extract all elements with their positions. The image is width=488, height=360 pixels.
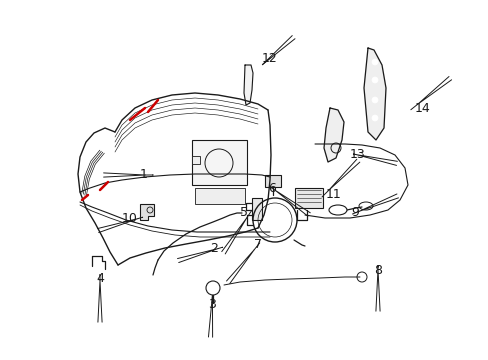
Text: 1: 1 bbox=[140, 168, 148, 181]
Text: 4: 4 bbox=[96, 271, 104, 284]
Circle shape bbox=[371, 97, 377, 103]
Bar bbox=[192, 140, 246, 185]
Polygon shape bbox=[363, 48, 385, 140]
Text: 2: 2 bbox=[210, 242, 218, 255]
Bar bbox=[294, 188, 323, 208]
Text: 13: 13 bbox=[349, 148, 365, 162]
Polygon shape bbox=[140, 204, 154, 220]
Text: 11: 11 bbox=[325, 189, 341, 202]
Text: 3: 3 bbox=[207, 298, 216, 311]
Bar bbox=[192, 156, 200, 164]
Text: 6: 6 bbox=[267, 181, 275, 194]
Text: 7: 7 bbox=[253, 238, 262, 252]
Text: 9: 9 bbox=[350, 207, 358, 220]
Circle shape bbox=[371, 77, 377, 83]
Polygon shape bbox=[324, 108, 343, 162]
Circle shape bbox=[371, 115, 377, 121]
Text: 14: 14 bbox=[414, 102, 430, 114]
Text: 10: 10 bbox=[122, 211, 138, 225]
Text: 8: 8 bbox=[373, 264, 381, 276]
Circle shape bbox=[371, 59, 377, 65]
Polygon shape bbox=[244, 65, 252, 105]
Text: 12: 12 bbox=[262, 51, 277, 64]
Bar bbox=[195, 188, 244, 204]
Text: 5: 5 bbox=[240, 207, 247, 220]
Bar bbox=[251, 198, 262, 220]
Bar bbox=[264, 175, 281, 187]
